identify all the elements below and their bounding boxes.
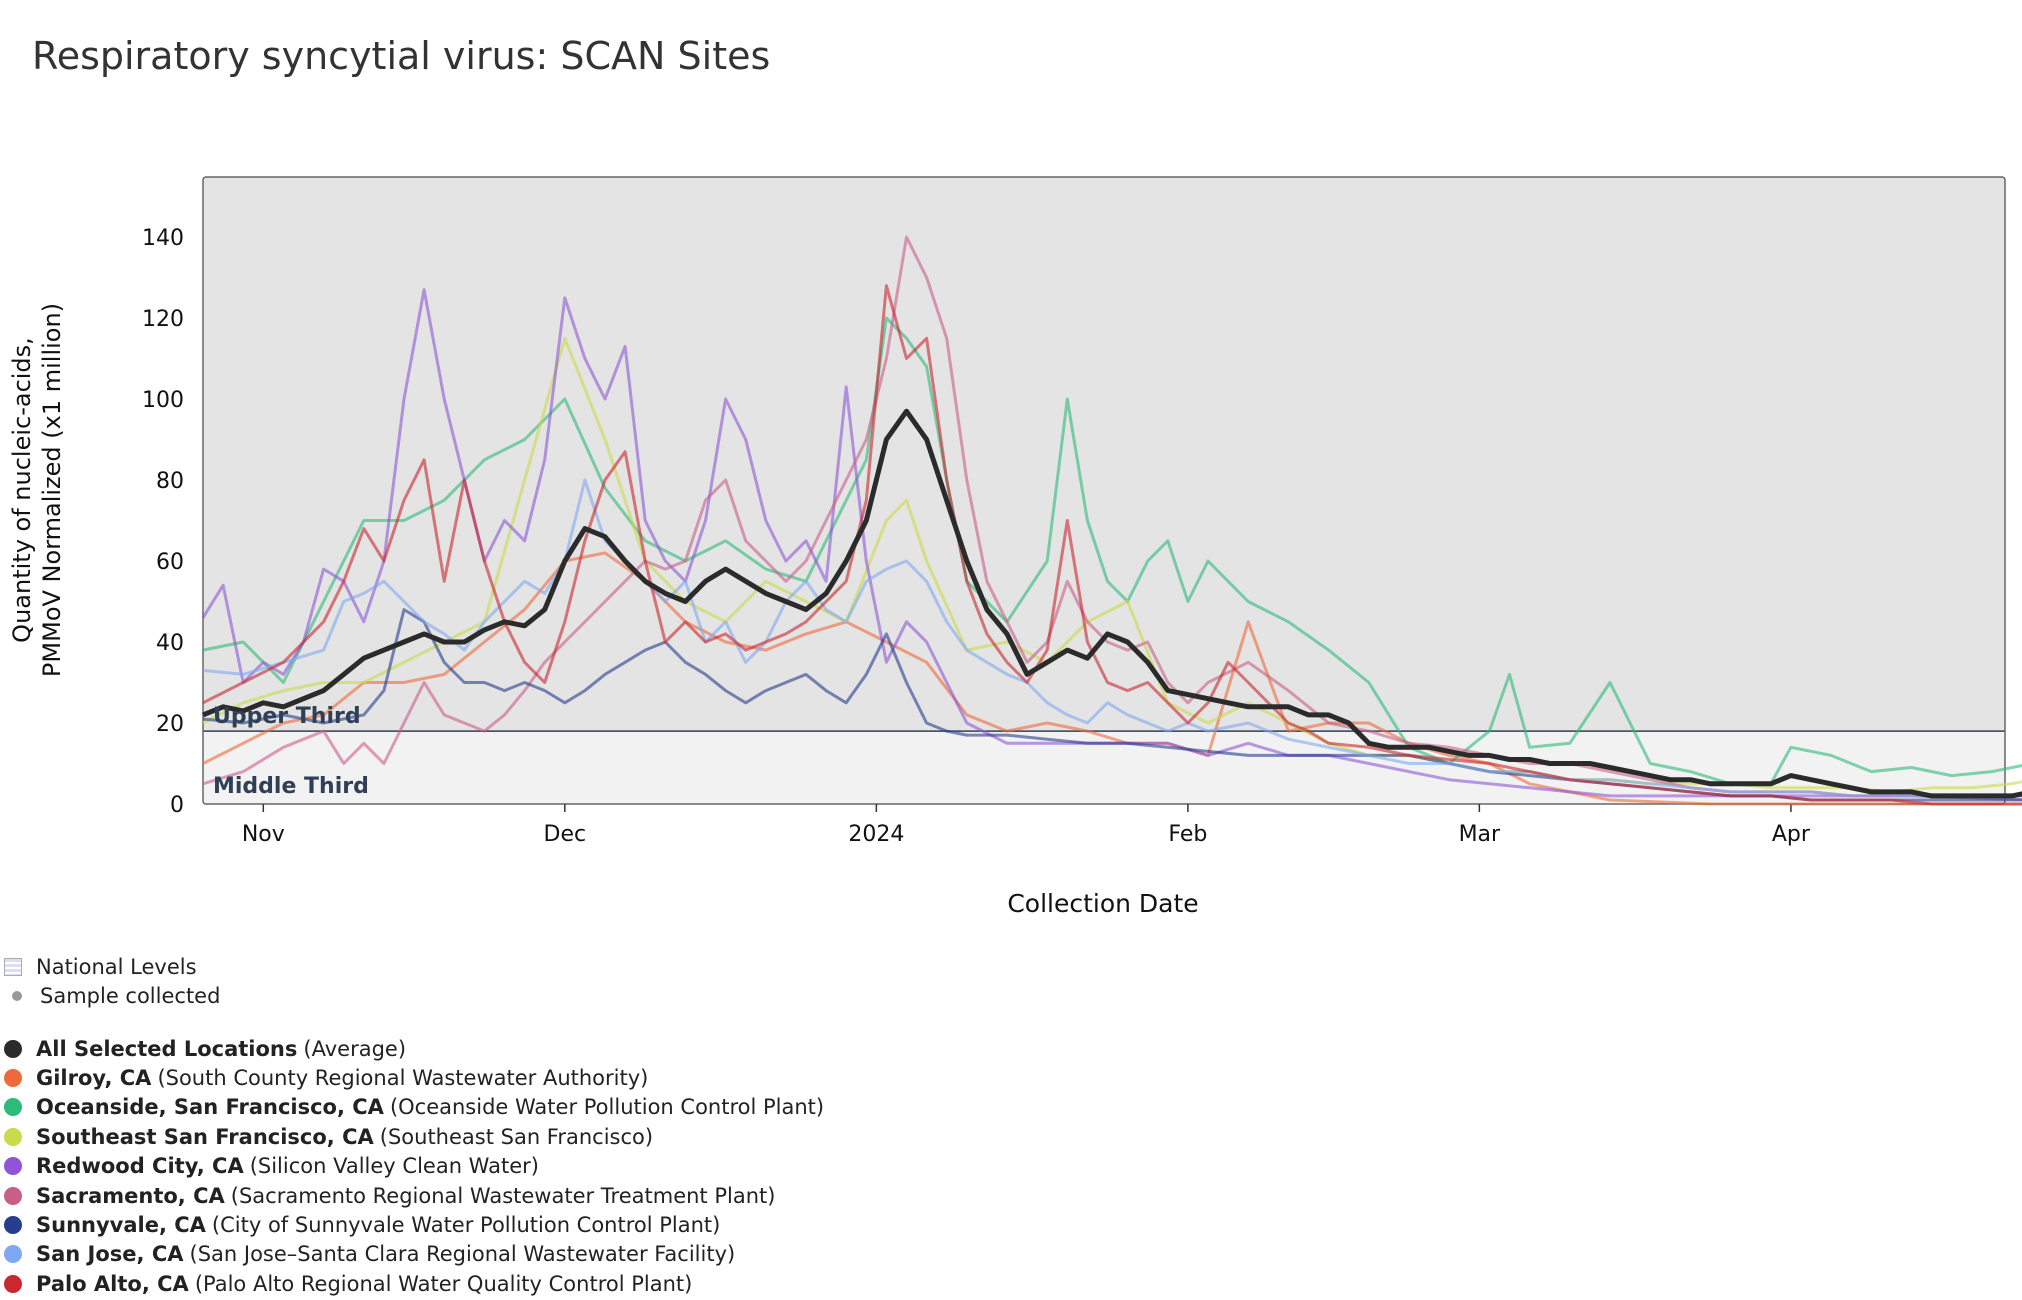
- legend-location-site: (San Jose–Santa Clara Regional Wastewate…: [189, 1242, 736, 1267]
- legend-swatch-icon: [4, 1245, 22, 1264]
- chart-title: Respiratory syncytial virus: SCAN Sites: [32, 34, 771, 78]
- plot-background: [202, 176, 2006, 805]
- legend-item[interactable]: Gilroy, CA (South County Regional Wastewa…: [4, 1063, 824, 1092]
- legend-location-name: All Selected Locations: [36, 1036, 298, 1061]
- legend-national-levels-label: National Levels: [36, 954, 197, 979]
- legend-item[interactable]: Redwood City, CA (Silicon Valley Clean Wa…: [4, 1152, 824, 1181]
- x-tick-label: Mar: [1459, 822, 1501, 847]
- legend-location-name: Gilroy, CA: [36, 1066, 152, 1091]
- legend-item[interactable]: Sacramento, CA (Sacramento Regional Waste…: [4, 1181, 824, 1210]
- legend-location-name: Sunnyvale, CA: [36, 1213, 206, 1238]
- legend-location-site: (Southeast San Francisco): [379, 1124, 654, 1149]
- y-tick-label: 20: [156, 712, 184, 737]
- legend-item[interactable]: All Selected Locations (Average): [4, 1034, 824, 1063]
- y-axis-label-line-2: PMMoV Normalized (x1 million): [38, 303, 66, 677]
- legend-location-name: San Jose, CA: [36, 1242, 184, 1267]
- location-legend: All Selected Locations (Average) Gilroy, C…: [4, 1034, 824, 1299]
- band-labels: Upper Third Middle Third: [213, 704, 369, 799]
- series-line-average[interactable]: [202, 408, 2022, 799]
- y-tick-label: 60: [156, 550, 184, 575]
- legend-location-name: Oceanside, San Francisco, CA: [36, 1095, 384, 1120]
- y-tick-label: 140: [142, 226, 184, 251]
- legend-national-levels[interactable]: National Levels: [4, 952, 220, 981]
- y-tick-label: 80: [156, 469, 184, 494]
- x-tick-label: 2024: [848, 822, 904, 847]
- legend-item[interactable]: Palo Alto, CA (Palo Alto Regional Water Q…: [4, 1269, 824, 1298]
- legend-swatch-icon: [4, 1039, 22, 1058]
- legend-location-site: (Oceanside Water Pollution Control Plant…: [389, 1095, 825, 1120]
- y-tick-label: 0: [170, 793, 184, 818]
- x-tick-label: Dec: [544, 822, 587, 847]
- legend-location-site: (Sacramento Regional Wastewater Treatmen…: [230, 1183, 776, 1208]
- legend-location-site: (South County Regional Wastewater Author…: [157, 1066, 649, 1091]
- legend: National Levels Sample collected: [4, 952, 220, 1011]
- x-axis: Nov Dec 2024 Feb Mar Apr: [242, 804, 1811, 847]
- legend-swatch-icon: [4, 1157, 22, 1176]
- legend-location-site: (Palo Alto Regional Water Quality Contro…: [194, 1271, 693, 1296]
- legend-item[interactable]: San Jose, CA (San Jose–Santa Clara Region…: [4, 1240, 824, 1269]
- x-tick-label: Apr: [1772, 822, 1811, 847]
- legend-location-name: Southeast San Francisco, CA: [36, 1124, 374, 1149]
- plot-frame: [202, 176, 2006, 805]
- y-axis-label-line-1: Quantity of nucleic-acids,: [8, 337, 36, 643]
- legend-location-site: (Average): [303, 1036, 407, 1061]
- legend-location-site: (City of Sunnyvale Water Pollution Contr…: [211, 1213, 721, 1238]
- y-axis-label: Quantity of nucleic-acids, PMMoV Normali…: [8, 303, 66, 677]
- y-tick-label: 100: [142, 388, 184, 413]
- series-line-redwood-city-ca[interactable]: [201, 288, 2022, 802]
- series-layer: [201, 235, 2022, 806]
- legend-location-name: Redwood City, CA: [36, 1154, 244, 1179]
- legend-item[interactable]: Sunnyvale, CA (City of Sunnyvale Water Po…: [4, 1210, 824, 1239]
- x-tick-label: Nov: [242, 822, 285, 847]
- sample-dot-icon: [12, 991, 22, 1002]
- legend-location-name: Sacramento, CA: [36, 1183, 225, 1208]
- legend-item[interactable]: Oceanside, San Francisco, CA (Oceanside W…: [4, 1093, 824, 1122]
- chart-svg: 0 20 40 60 80 100 120 140 Nov Dec 2024 Feb Mar Apr U…: [8, 176, 2022, 918]
- legend-swatch-icon: [4, 1186, 22, 1205]
- band-upper-third: [203, 177, 2005, 732]
- legend-swatch-icon: [4, 1216, 22, 1235]
- legend-swatch-icon: [4, 1098, 22, 1117]
- y-tick-label: 40: [156, 631, 184, 656]
- legend-sample-collected-label: Sample collected: [40, 984, 221, 1009]
- national-levels-icon: [4, 957, 22, 976]
- legend-swatch-icon: [4, 1069, 22, 1088]
- band-label-upper: Upper Third: [213, 704, 361, 729]
- legend-sample-collected[interactable]: Sample collected: [4, 981, 220, 1010]
- y-axis: 0 20 40 60 80 100 120 140: [142, 226, 184, 818]
- legend-item[interactable]: Southeast San Francisco, CA (Southeast Sa…: [4, 1122, 824, 1151]
- y-tick-label: 120: [142, 307, 184, 332]
- x-axis-label: Collection Date: [1007, 889, 1198, 918]
- legend-swatch-icon: [4, 1127, 22, 1146]
- x-tick-label: Feb: [1168, 822, 1207, 847]
- band-label-middle: Middle Third: [213, 774, 369, 799]
- legend-swatch-icon: [4, 1274, 22, 1293]
- series-line-oceanside-san-francisco-ca[interactable]: [202, 316, 2022, 786]
- legend-location-site: (Silicon Valley Clean Water): [249, 1154, 539, 1179]
- legend-location-name: Palo Alto, CA: [36, 1271, 189, 1296]
